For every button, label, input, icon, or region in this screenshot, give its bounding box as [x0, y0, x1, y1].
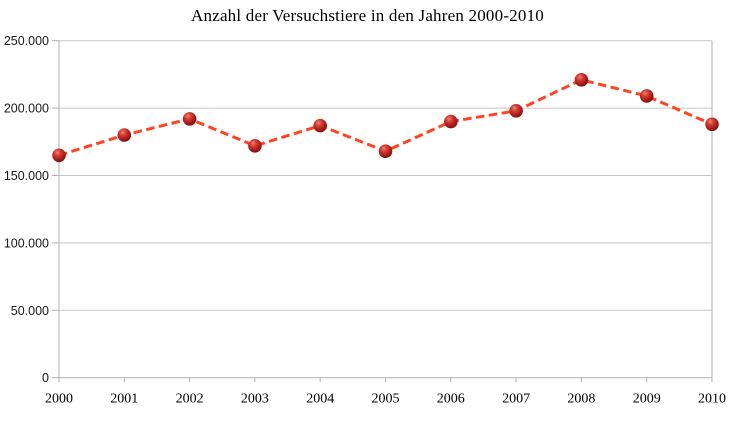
x-axis-label: 2005 — [372, 392, 400, 407]
data-point-2008 — [574, 72, 589, 87]
data-point-2010 — [705, 117, 719, 132]
data-point-2001 — [117, 128, 132, 142]
data-point-2006 — [444, 114, 458, 129]
chart-title: Anzahl der Versuchstiere in den Jahren 2… — [191, 6, 544, 25]
x-axis-label: 2009 — [633, 392, 661, 407]
data-point-2002 — [182, 112, 197, 126]
y-axis-label: 250.000 — [4, 34, 49, 48]
y-axis-label: 50.000 — [11, 304, 49, 318]
data-point-2003 — [248, 139, 262, 153]
x-axis-label: 2003 — [241, 392, 269, 407]
x-axis-label: 2002 — [176, 392, 204, 407]
series-line — [58, 78, 713, 157]
x-axis-label: 2000 — [45, 392, 73, 407]
x-axis-label: 2001 — [110, 392, 138, 407]
data-point-2007 — [509, 103, 523, 118]
data-point-2000 — [52, 148, 66, 163]
y-axis-label: 0 — [42, 371, 49, 385]
y-axis-label: 100.000 — [4, 236, 49, 250]
x-axis-label: 2008 — [567, 392, 595, 407]
x-axis-label: 2010 — [698, 392, 726, 407]
y-axis-label: 150.000 — [4, 169, 49, 183]
data-point-2009 — [639, 89, 654, 103]
x-axis-label: 2007 — [502, 392, 530, 407]
data-point-2004 — [313, 118, 328, 133]
x-axis-label: 2006 — [437, 392, 465, 407]
x-axis-label: 2004 — [306, 392, 334, 407]
data-point-2005 — [378, 144, 393, 159]
y-axis-label: 200.000 — [4, 102, 49, 116]
